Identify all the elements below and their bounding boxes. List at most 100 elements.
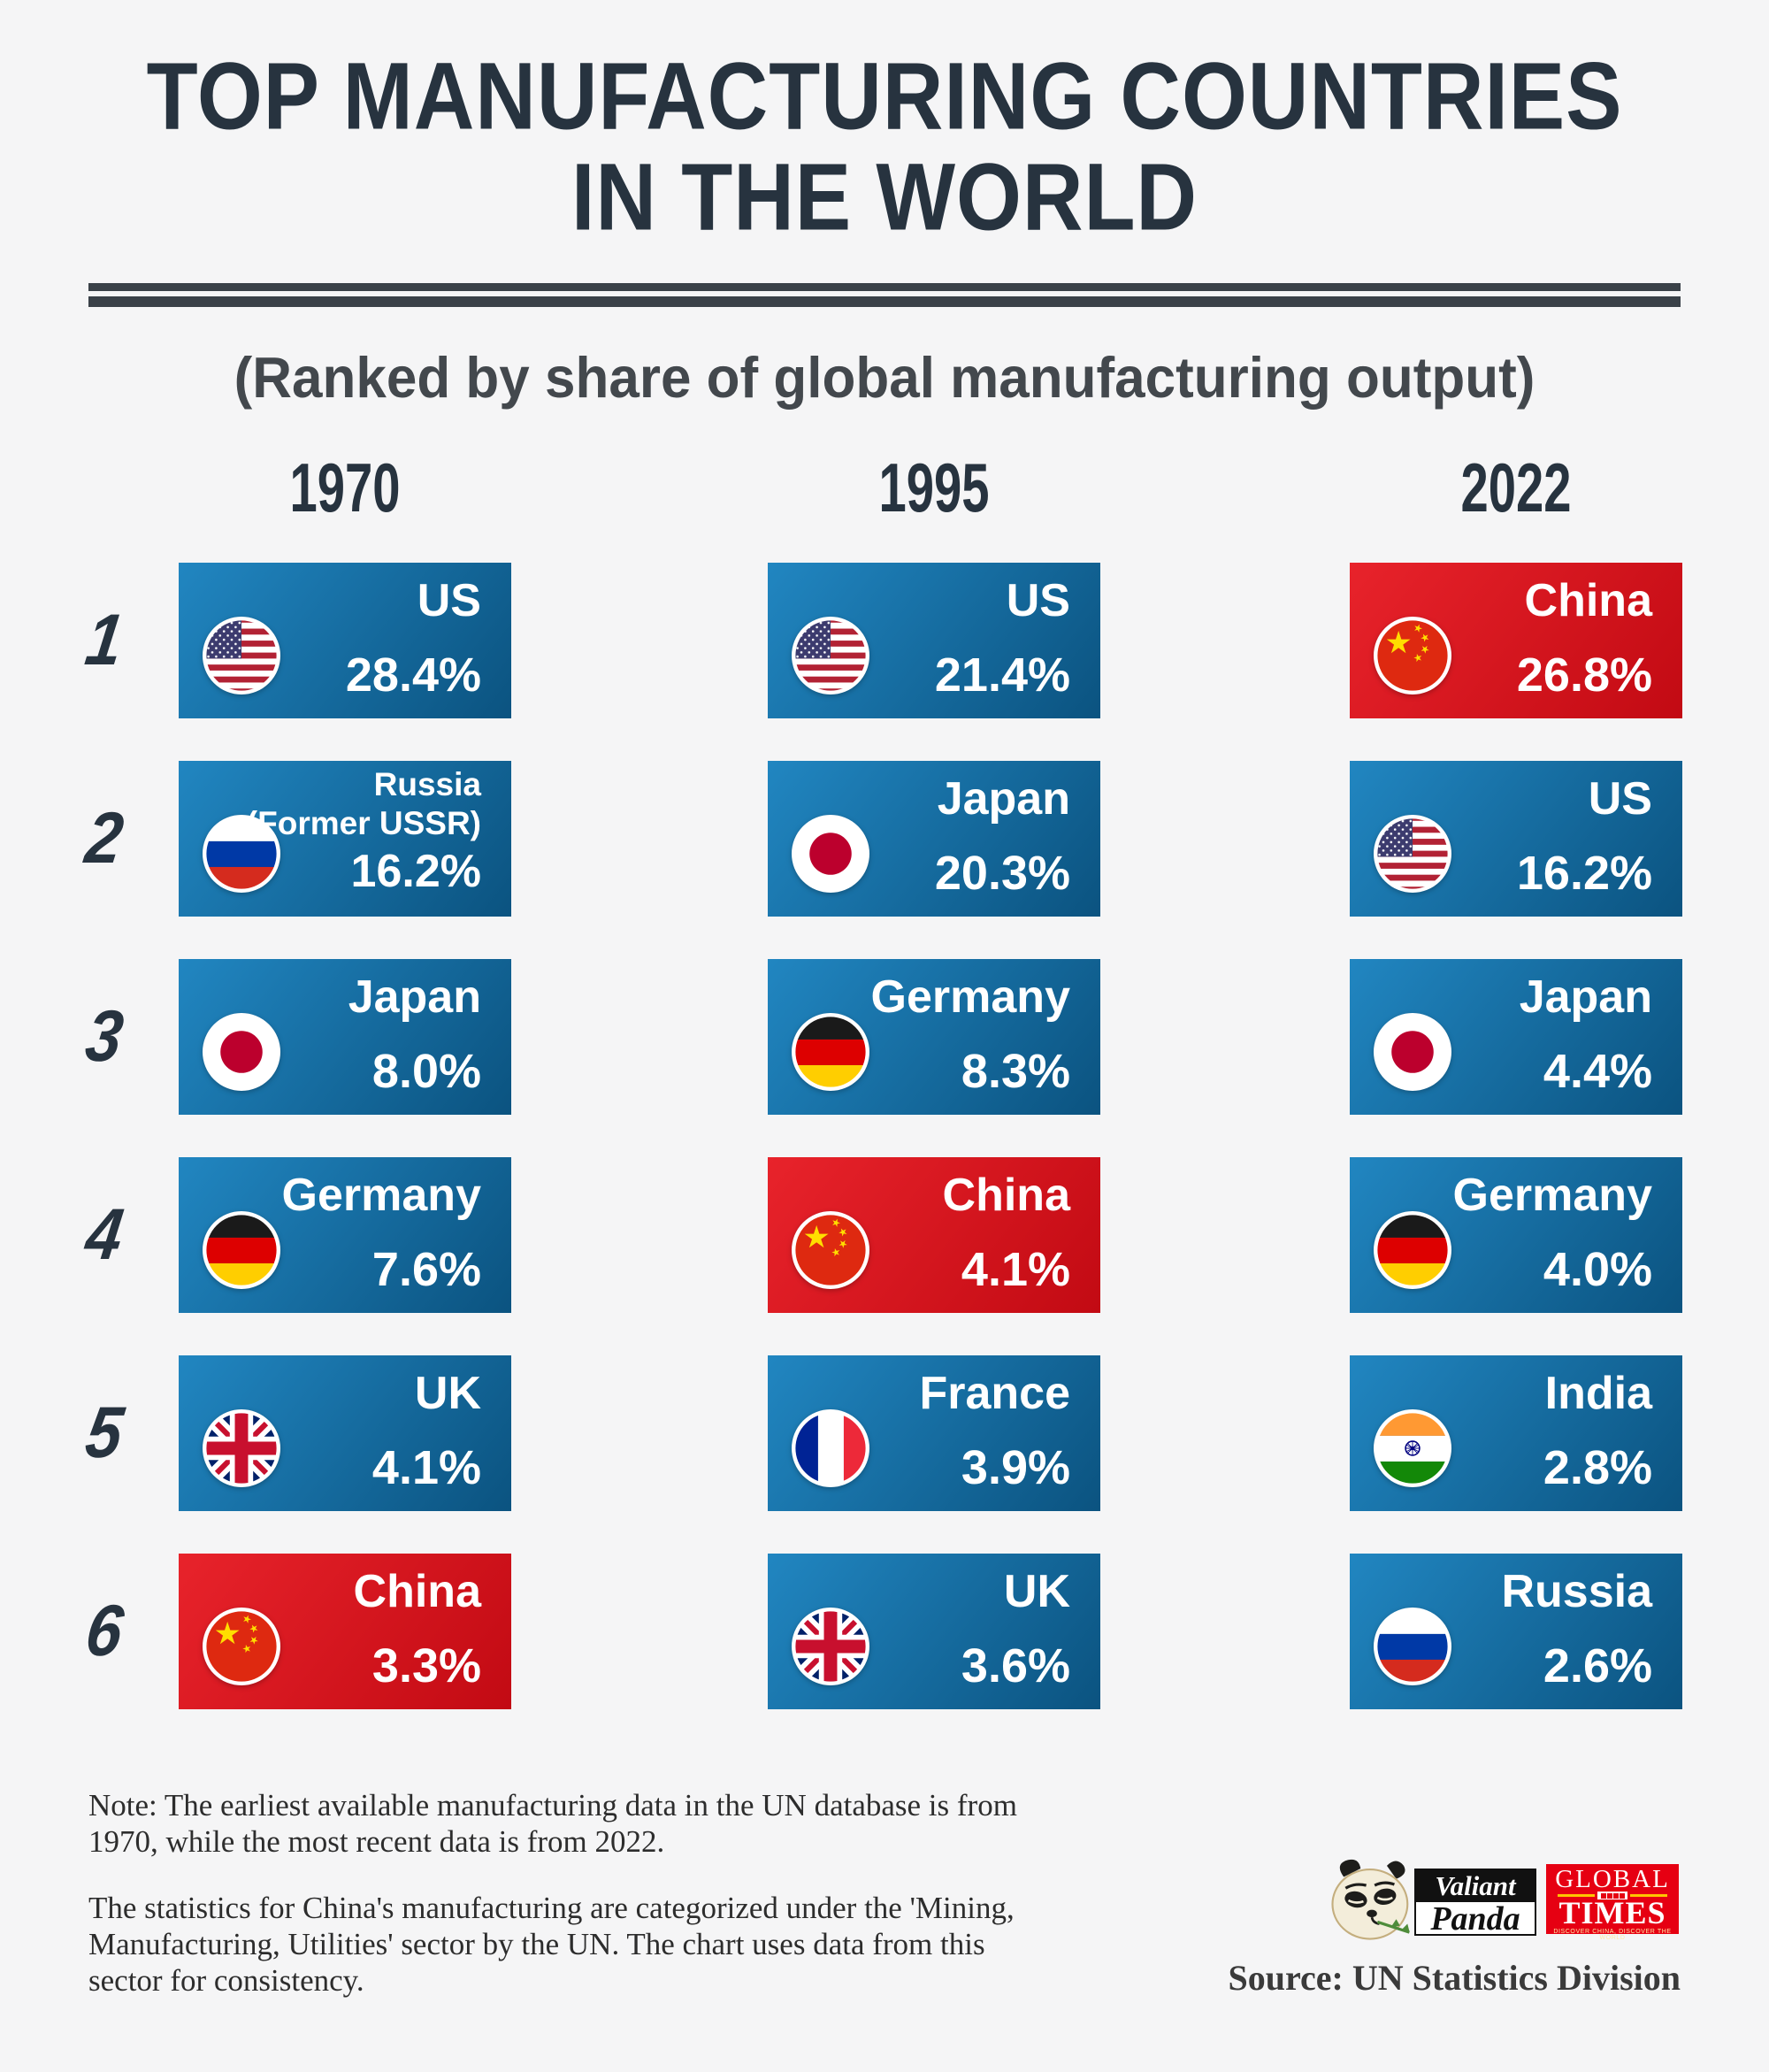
share-value: 16.2% xyxy=(1516,847,1652,900)
cell-2022-rank3-japan: Japan 4.4% xyxy=(1350,959,1682,1115)
cell-1970-rank6-china: China 3.3% xyxy=(179,1554,511,1709)
share-value: 8.0% xyxy=(371,1045,481,1098)
cell-1995-rank3-germany: Germany 8.3% xyxy=(768,959,1100,1115)
share-value: 4.0% xyxy=(1543,1243,1652,1296)
share-value: 16.2% xyxy=(350,846,481,897)
cell-2022-rank4-germany: Germany 4.0% xyxy=(1350,1157,1682,1313)
uk-flag-icon xyxy=(203,1409,280,1487)
russia-flag-icon xyxy=(1374,1608,1451,1685)
cell-1995-rank2-japan: Japan 20.3% xyxy=(768,761,1100,917)
cell-2022-rank2-us: US 16.2% xyxy=(1350,761,1682,917)
share-value: 21.4% xyxy=(934,648,1070,702)
cell-2022-rank1-china: China 26.8% xyxy=(1350,563,1682,718)
country-label: China xyxy=(1524,575,1652,626)
cell-2022-rank6-russia: Russia 2.6% xyxy=(1350,1554,1682,1709)
cell-1970-rank2-russia: Russia (Former USSR) 16.2% xyxy=(179,761,511,917)
country-label: China xyxy=(353,1566,481,1617)
uk-flag-icon xyxy=(792,1608,869,1685)
subtitle: (Ranked by share of global manufacturing… xyxy=(234,346,1535,411)
valiant-panda-logo: Valiant Panda xyxy=(1414,1869,1536,1936)
valiant-panda-logo-line1: Valiant xyxy=(1416,1870,1535,1902)
cell-1995-rank6-uk: UK 3.6% xyxy=(768,1554,1100,1709)
global-times-logo-line2: TIMES xyxy=(1558,1895,1666,1930)
rank-label-6: 6 xyxy=(80,1591,128,1671)
chinese-characters-chip xyxy=(1597,1892,1627,1899)
us-flag-icon xyxy=(1374,815,1451,893)
share-value: 7.6% xyxy=(371,1243,481,1296)
share-value: 2.8% xyxy=(1543,1441,1652,1494)
valiant-panda-logo-line2: Panda xyxy=(1430,1900,1520,1938)
column-header-1970: 1970 xyxy=(289,449,401,526)
global-times-logo-line1: GLOBAL xyxy=(1555,1865,1670,1893)
japan-flag-icon xyxy=(1374,1013,1451,1091)
source-text: Source: UN Statistics Division xyxy=(1228,1958,1681,1998)
share-value: 2.6% xyxy=(1543,1639,1652,1692)
country-label: Germany xyxy=(1452,1170,1652,1221)
cell-1995-rank5-france: France 3.9% xyxy=(768,1355,1100,1511)
rank-label-3: 3 xyxy=(80,996,128,1077)
rank-label-5: 5 xyxy=(80,1393,128,1473)
share-value: 4.4% xyxy=(1543,1045,1652,1098)
us-flag-icon xyxy=(792,617,869,695)
india-flag-icon xyxy=(1374,1409,1451,1487)
china-flag-icon xyxy=(1374,617,1451,695)
country-label: France xyxy=(919,1368,1070,1419)
country-label: Japan xyxy=(937,773,1070,825)
divider-line-bottom xyxy=(88,296,1681,307)
cell-1970-rank3-japan: Japan 8.0% xyxy=(179,959,511,1115)
country-label: Russia xyxy=(373,766,481,802)
france-flag-icon xyxy=(792,1409,869,1487)
country-label: Russia xyxy=(1501,1566,1652,1617)
country-label: Germany xyxy=(281,1170,481,1221)
germany-flag-icon xyxy=(1374,1211,1451,1289)
share-value: 4.1% xyxy=(371,1441,481,1494)
global-times-logo-divider xyxy=(1546,1892,1679,1899)
page-title: TOP MANUFACTURING COUNTRIES IN THE WORLD xyxy=(0,43,1769,251)
divider-line-top xyxy=(88,283,1681,291)
cell-1970-rank4-germany: Germany 7.6% xyxy=(179,1157,511,1313)
share-value: 3.6% xyxy=(961,1639,1070,1692)
title-line-1: TOP MANUFACTURING COUNTRIES xyxy=(146,42,1623,150)
country-label: India xyxy=(1544,1368,1652,1419)
share-value: 3.9% xyxy=(961,1441,1070,1494)
rank-label-1: 1 xyxy=(80,600,128,680)
country-label: Japan xyxy=(348,971,481,1023)
share-value: 28.4% xyxy=(345,648,481,702)
valiant-panda-mascot-icon xyxy=(1331,1859,1410,1940)
column-header-2022: 2022 xyxy=(1460,449,1572,526)
global-times-logo: GLOBAL TIMES DISCOVER CHINA, DISCOVER TH… xyxy=(1546,1864,1679,1941)
title-line-2: IN THE WORLD xyxy=(571,143,1198,251)
rank-label-4: 4 xyxy=(80,1194,128,1275)
country-label: China xyxy=(942,1170,1070,1221)
china-flag-icon xyxy=(792,1211,869,1289)
cell-2022-rank5-india: India 2.8% xyxy=(1350,1355,1682,1511)
cell-1995-rank1-us: US 21.4% xyxy=(768,563,1100,718)
share-value: 3.3% xyxy=(371,1639,481,1692)
column-header-1995: 1995 xyxy=(878,449,990,526)
country-label: Japan xyxy=(1519,971,1652,1023)
global-times-tagline: DISCOVER CHINA, DISCOVER THE WORLD xyxy=(1553,1929,1672,1941)
share-value: 20.3% xyxy=(934,847,1070,900)
share-value: 4.1% xyxy=(961,1243,1070,1296)
cell-1970-rank5-uk: UK 4.1% xyxy=(179,1355,511,1511)
yellow-bar xyxy=(1558,1894,1595,1897)
country-label: US xyxy=(1006,575,1070,626)
china-flag-icon xyxy=(203,1608,280,1685)
country-label: UK xyxy=(414,1368,481,1419)
rank-label-2: 2 xyxy=(80,798,128,879)
country-label: US xyxy=(417,575,481,626)
germany-flag-icon xyxy=(792,1013,869,1091)
country-label: US xyxy=(1588,773,1652,825)
germany-flag-icon xyxy=(203,1211,280,1289)
share-value: 8.3% xyxy=(961,1045,1070,1098)
country-sublabel: (Former USSR) xyxy=(246,805,481,841)
us-flag-icon xyxy=(203,617,280,695)
cell-1970-rank1-us: US 28.4% xyxy=(179,563,511,718)
japan-flag-icon xyxy=(792,815,869,893)
note-paragraph-1: Note: The earliest available manufacturi… xyxy=(88,1788,1017,1859)
country-label: Germany xyxy=(870,971,1070,1023)
share-value: 26.8% xyxy=(1516,648,1652,702)
note-paragraph-2: The statistics for China's manufacturing… xyxy=(88,1891,1015,1998)
yellow-bar xyxy=(1630,1894,1667,1897)
